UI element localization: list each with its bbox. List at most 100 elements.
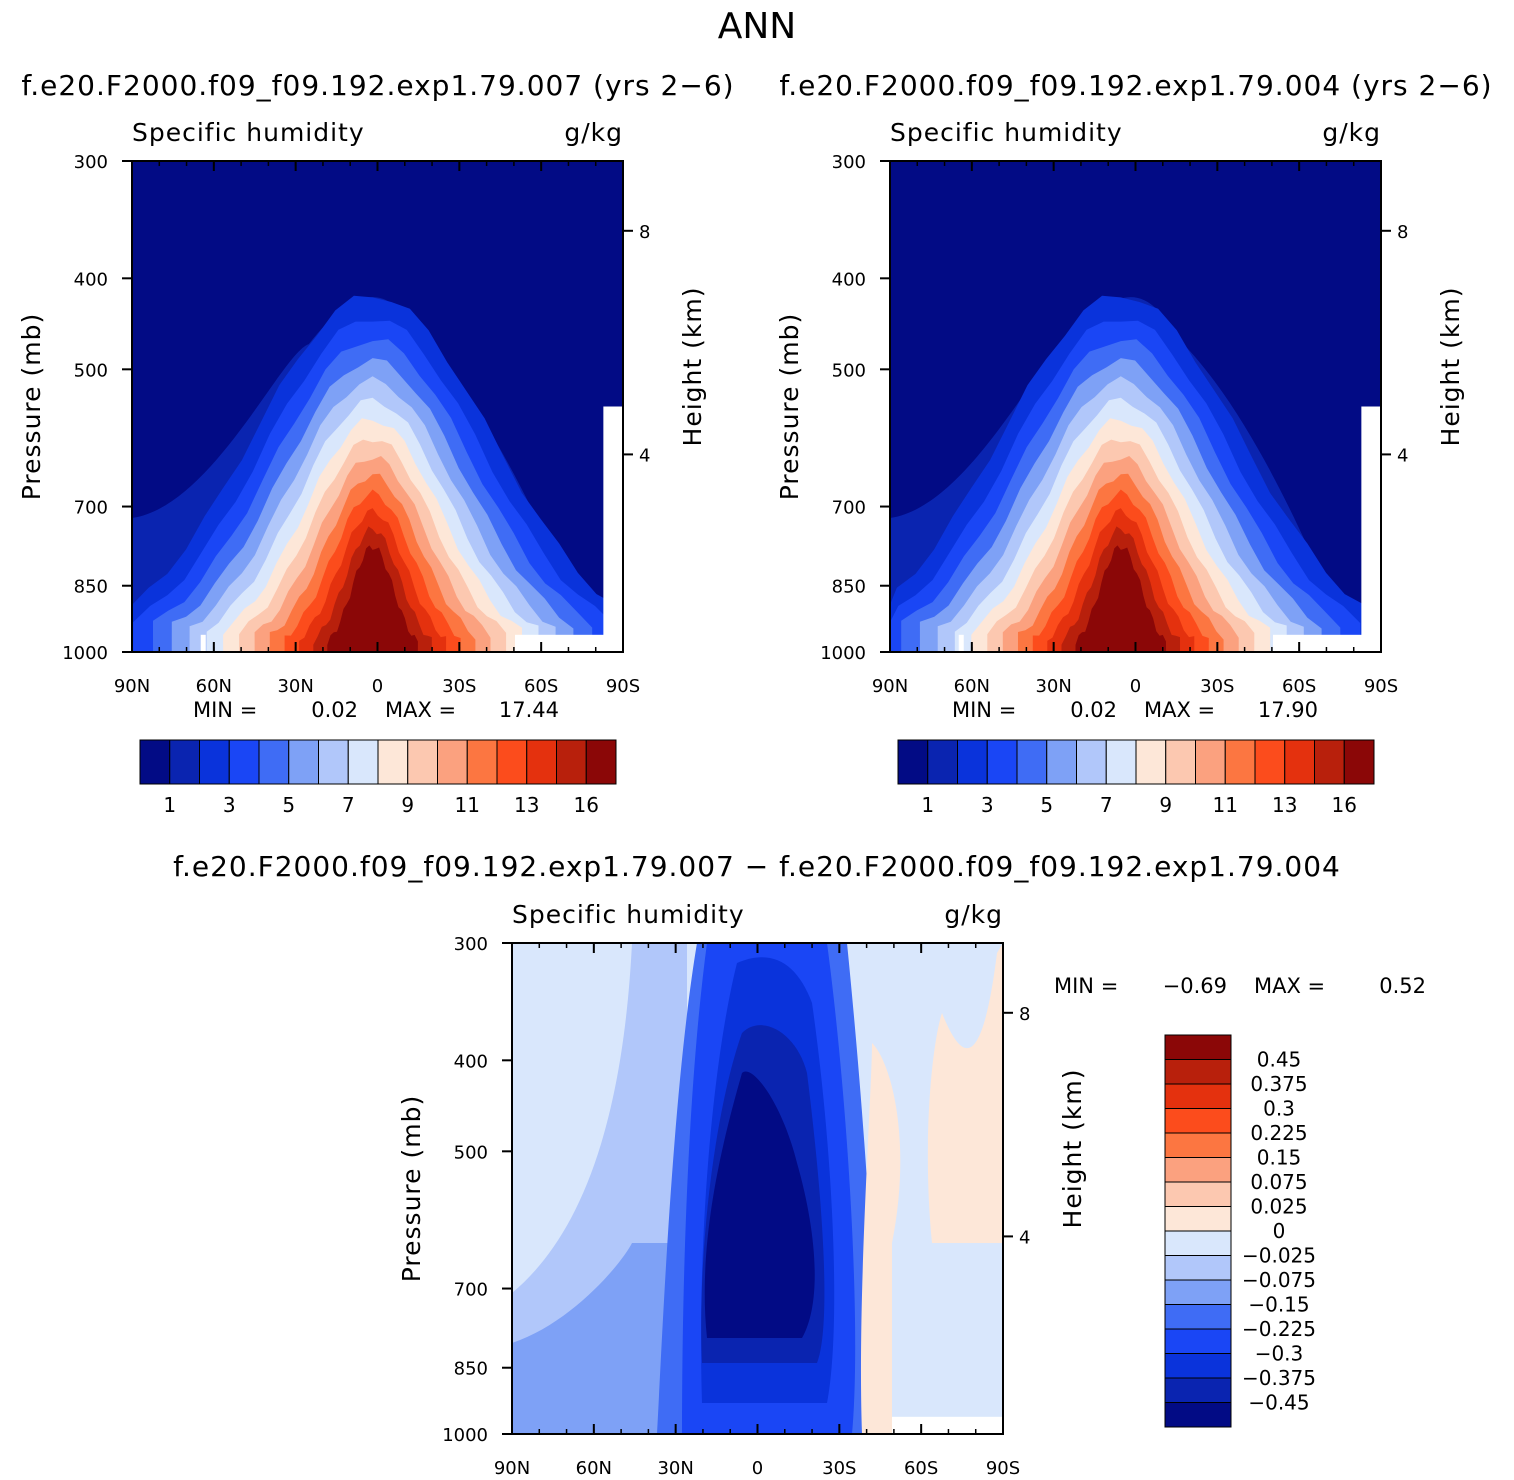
y-tick-label: 700 xyxy=(832,498,866,519)
stats-b: MIN = 0.02 MAX = 17.90 xyxy=(952,698,1318,722)
y2-tick-label: 8 xyxy=(1019,1004,1030,1025)
y-tick-label: 500 xyxy=(74,360,108,381)
y2-axis-title: Height (km) xyxy=(678,287,707,447)
surface-mask-pole xyxy=(603,406,623,652)
colorbar-box xyxy=(526,739,557,785)
colorbar-label: 1 xyxy=(921,793,934,817)
colorbar-box xyxy=(1164,1377,1232,1403)
diff-fill-m075 xyxy=(512,1243,687,1434)
diff-fill-p0 xyxy=(860,1043,901,1434)
axes-a: Specific humidity g/kg 90N 60N 30N 0 30S 60S 90S… xyxy=(17,118,707,697)
colorbar-box xyxy=(1164,1206,1232,1232)
panel-title-b: f.e20.F2000.f09_f09.192.exp1.79.004 (yrs… xyxy=(779,69,1492,102)
colorbar-box xyxy=(228,739,260,785)
colorbar-box xyxy=(1164,1157,1232,1183)
colorbar-box xyxy=(1164,1279,1232,1305)
colorbar-box xyxy=(1164,1059,1232,1085)
contour-fill-level-15 xyxy=(1075,545,1167,652)
panel-title-a: f.e20.F2000.f09_f09.192.exp1.79.007 (yrs… xyxy=(21,69,734,102)
surface-mask-small xyxy=(200,634,206,652)
y2-axis-title: Height (km) xyxy=(1058,1069,1087,1229)
colorbar-label: 0.15 xyxy=(1257,1146,1302,1170)
colorbar-label: −0.025 xyxy=(1242,1244,1316,1268)
x-tick-label: 60N xyxy=(954,676,990,697)
max-label: MAX = xyxy=(1144,698,1215,722)
y-tick-label: 400 xyxy=(832,269,866,290)
colorbar-label: −0.375 xyxy=(1242,1366,1316,1390)
colorbar-label: 7 xyxy=(342,793,355,817)
colorbar-box xyxy=(466,739,498,785)
panel-left-label: Specific humidity xyxy=(890,118,1123,147)
panel-units-label: g/kg xyxy=(944,900,1003,929)
y-tick-label: 1000 xyxy=(820,643,866,664)
colorbar-box xyxy=(199,739,230,785)
axes-c: Specific humidity g/kg 90N 60N 30N 0 30S 60S 90S… xyxy=(397,900,1087,1479)
x-tick-label: 90S xyxy=(986,1458,1020,1479)
y2-tick-label: 8 xyxy=(639,222,650,243)
colorbar-label: 11 xyxy=(455,793,480,817)
colorbar-box xyxy=(1224,739,1256,785)
x-tick-label: 90N xyxy=(872,676,908,697)
surface-mask-pole xyxy=(1361,406,1381,652)
y2-axis-title: Height (km) xyxy=(1436,287,1465,447)
colorbar-box xyxy=(169,739,200,785)
x-tick-label: 60S xyxy=(524,676,558,697)
colorbar-box xyxy=(897,739,929,785)
min-value: 0.02 xyxy=(311,698,358,722)
colorbar-label: −0.075 xyxy=(1242,1268,1316,1292)
colorbar-label: 3 xyxy=(223,793,236,817)
y-tick-label: 300 xyxy=(454,934,488,955)
colorbar-box xyxy=(1343,739,1375,785)
plot-area-c xyxy=(512,943,1003,1434)
colorbar-box xyxy=(1164,1132,1232,1158)
colorbar-box xyxy=(437,739,468,785)
y2-tick-label: 4 xyxy=(639,445,650,466)
colorbar-label: 16 xyxy=(574,793,599,817)
colorbar-label: 7 xyxy=(1100,793,1113,817)
colorbar-box xyxy=(1135,739,1167,785)
min-label: MIN = xyxy=(952,698,1016,722)
panel-title-c: f.e20.F2000.f09_f09.192.exp1.79.007 − f.… xyxy=(173,850,1341,883)
colorbar-b: 1 3 5 7 9 11 13 16 xyxy=(897,739,1375,817)
colorbar-label: 16 xyxy=(1332,793,1357,817)
colorbar-label: 9 xyxy=(1159,793,1172,817)
max-value: 17.44 xyxy=(499,698,559,722)
colorbar-label: 0 xyxy=(1273,1219,1286,1243)
figure-title: ANN xyxy=(718,6,797,47)
x-tick-label: 90N xyxy=(494,1458,530,1479)
colorbar-box xyxy=(957,739,988,785)
x-tick-label: 0 xyxy=(372,676,383,697)
colorbar-label: 0.075 xyxy=(1250,1170,1307,1194)
colorbar-box xyxy=(986,739,1018,785)
panel-left-label: Specific humidity xyxy=(132,118,365,147)
x-tick-label: 30N xyxy=(277,676,313,697)
colorbar-box xyxy=(1105,739,1137,785)
colorbar-box xyxy=(1164,1034,1232,1060)
x-tick-label: 30S xyxy=(1200,676,1234,697)
y-tick-label: 500 xyxy=(454,1142,488,1163)
colorbar-box xyxy=(1164,1181,1232,1207)
y-tick-label: 1000 xyxy=(442,1425,488,1446)
y-tick-label: 850 xyxy=(74,577,108,598)
colorbar-box xyxy=(1164,1230,1232,1256)
x-tick-label: 90N xyxy=(114,676,150,697)
colorbar-label: −0.3 xyxy=(1255,1342,1304,1366)
colorbar-label: 13 xyxy=(514,793,539,817)
colorbar-label: −0.225 xyxy=(1242,1317,1316,1341)
colorbar-box xyxy=(288,739,319,785)
panel-units-label: g/kg xyxy=(1322,118,1381,147)
colorbar-box xyxy=(258,739,290,785)
colorbar-box xyxy=(1164,1304,1232,1330)
stats-c: MIN = −0.69 MAX = 0.52 xyxy=(1054,974,1426,998)
max-label: MAX = xyxy=(1254,974,1325,998)
y-tick-label: 850 xyxy=(832,577,866,598)
y-tick-label: 300 xyxy=(74,152,108,173)
colorbar-box xyxy=(1314,739,1345,785)
colorbar-label: −0.15 xyxy=(1248,1293,1309,1317)
colorbar-box xyxy=(1164,1353,1232,1379)
stats-a: MIN = 0.02 MAX = 17.44 xyxy=(193,698,559,722)
colorbar-a: 1 3 5 7 9 11 13 16 xyxy=(139,739,617,817)
x-tick-label: 30N xyxy=(1035,676,1071,697)
colorbar-box xyxy=(1284,739,1315,785)
surface-mask xyxy=(892,1416,1003,1434)
